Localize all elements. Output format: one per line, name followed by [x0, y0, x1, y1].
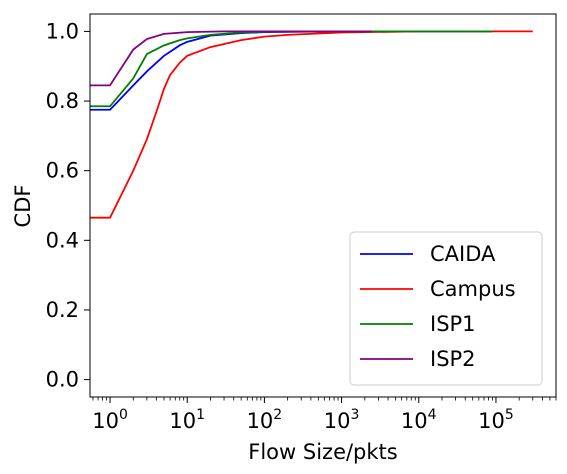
x-tick-label: 102	[247, 407, 283, 433]
y-tick-label: 1.0	[46, 19, 79, 43]
y-tick-label: 0.6	[46, 159, 79, 183]
legend-label-campus: Campus	[430, 277, 516, 301]
x-tick-label: 104	[401, 407, 437, 433]
series-line-isp2	[90, 30, 373, 87]
x-tick-label: 105	[478, 407, 514, 433]
series-layer	[90, 30, 533, 219]
y-tick-label: 0.8	[46, 89, 79, 113]
series-line-campus	[90, 30, 533, 219]
x-tick-label: 101	[169, 407, 205, 433]
plot-frame	[89, 13, 557, 398]
legend-label-isp2: ISP2	[430, 347, 476, 371]
legend-label-caida: CAIDA	[430, 242, 496, 266]
legend: CAIDA Campus ISP1 ISP2	[349, 231, 543, 386]
legend-label-isp1: ISP1	[430, 312, 476, 336]
ticks-layer: 100 101 102 103 104 105 0.0 0.2 0.4 0.6 0.8 1.0	[46, 19, 557, 433]
x-tick-label: 103	[324, 407, 360, 433]
x-axis-label: Flow Size/pkts	[248, 440, 397, 464]
y-axis-label: CDF	[11, 185, 35, 228]
y-tick-label: 0.0	[46, 368, 79, 392]
legend-box	[349, 231, 543, 386]
y-tick-label: 0.2	[46, 298, 79, 322]
y-tick-label: 0.4	[46, 228, 79, 252]
x-tick-label: 100	[92, 407, 128, 433]
